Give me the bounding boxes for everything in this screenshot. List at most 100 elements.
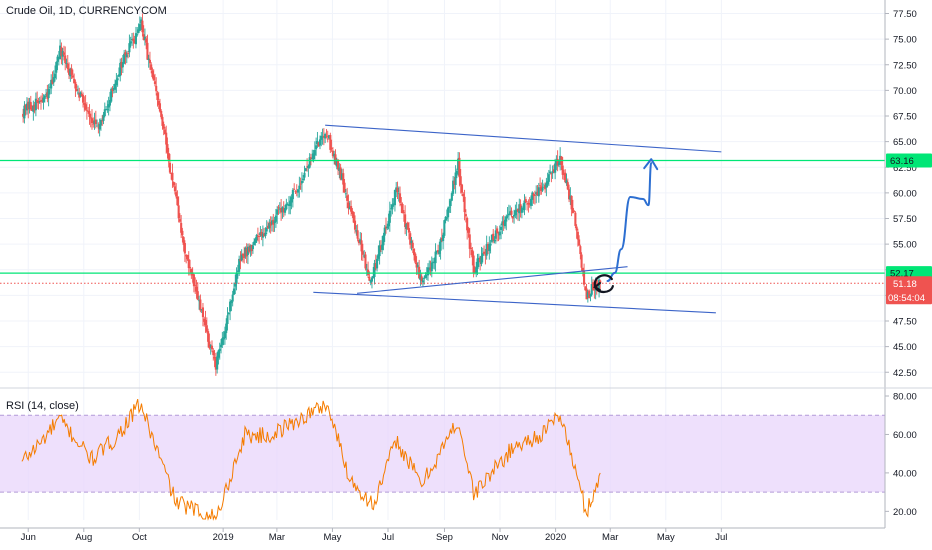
time-tick-label: May: [323, 532, 341, 543]
candle-body: [363, 255, 366, 257]
candle-body: [365, 268, 368, 270]
candle-body: [515, 209, 518, 212]
rsi-line: [21, 398, 601, 521]
candle-body: [561, 165, 564, 175]
candle-body: [588, 290, 591, 299]
candle-body: [117, 74, 120, 77]
candle-body: [471, 249, 474, 258]
candle-body: [550, 173, 553, 175]
candle-body: [420, 276, 423, 282]
candle-body: [84, 104, 87, 110]
candle-body: [306, 166, 309, 168]
candle-body: [586, 292, 589, 298]
candle-body: [255, 234, 258, 241]
candle-body: [41, 99, 44, 102]
candle-body: [440, 237, 443, 240]
candle-body: [136, 34, 139, 36]
candle-body: [445, 217, 448, 219]
candle-body: [302, 178, 305, 180]
candle-body: [333, 153, 336, 157]
candle-body: [246, 246, 249, 255]
time-tick-label: Sep: [436, 532, 453, 543]
candle-body: [87, 110, 90, 112]
candle-body: [56, 56, 59, 62]
candle-body: [309, 157, 313, 159]
candle-body: [168, 162, 171, 173]
candle-body: [432, 261, 435, 263]
candle-body: [99, 119, 102, 126]
candle-body: [393, 190, 396, 206]
candle-body: [142, 34, 145, 40]
candle-body: [51, 79, 54, 84]
time-tick-label: 2019: [213, 532, 234, 543]
candle-body: [454, 172, 457, 185]
price-tick-label: 62.50: [893, 163, 917, 174]
candle-body: [214, 358, 217, 370]
candle-body: [160, 110, 163, 118]
rsi-title: RSI (14, close): [6, 400, 79, 412]
candle-body: [321, 136, 324, 138]
candle-body: [43, 95, 46, 99]
candle-body: [473, 270, 476, 272]
candle-body: [208, 341, 211, 349]
candle-body: [216, 356, 219, 370]
candle-body: [175, 192, 178, 197]
candle-body: [387, 220, 390, 227]
candle-body: [424, 274, 427, 278]
candle-body: [340, 173, 343, 180]
candle-body: [74, 81, 77, 89]
price-tick-label: 75.00: [893, 35, 917, 46]
candle-body: [510, 210, 513, 215]
candle-body: [167, 152, 170, 162]
candle-body: [359, 239, 362, 243]
candle-body: [97, 127, 100, 129]
candle-body: [526, 203, 529, 205]
candle-body: [502, 221, 505, 226]
candle-body: [348, 207, 351, 210]
candle-body: [318, 139, 322, 146]
candle-body: [455, 170, 458, 175]
candle-body: [173, 186, 176, 192]
candle-body: [579, 246, 582, 255]
candle-body: [458, 157, 461, 178]
candle-body: [138, 24, 141, 31]
rsi-series: [21, 398, 601, 521]
candle-body: [460, 184, 464, 193]
candle-body: [583, 270, 586, 285]
chart-title: Crude Oil, 1D, CURRENCYCOM: [6, 5, 167, 17]
candle-body: [232, 288, 236, 295]
price-tick-label: 72.50: [893, 60, 917, 71]
candle-series: [22, 13, 602, 376]
candle-body: [585, 288, 588, 300]
candle-body: [70, 68, 73, 75]
candle-body: [76, 92, 80, 94]
candle-body: [207, 331, 210, 342]
candle-body: [196, 291, 199, 300]
candle-body: [400, 203, 403, 205]
candle-body: [254, 238, 257, 243]
candle-body: [529, 198, 533, 206]
rsi-tick-label: 20.00: [893, 507, 917, 518]
candle-body: [303, 172, 306, 178]
candle-body: [261, 233, 264, 238]
upper-level-label-bg: [886, 153, 932, 168]
candle-body: [263, 233, 266, 237]
candle-body: [283, 208, 287, 213]
candle-body: [396, 187, 399, 193]
candle-body: [578, 239, 581, 246]
candle-body: [223, 331, 226, 339]
candle-body: [327, 135, 331, 139]
candle-body: [27, 101, 30, 110]
candle-body: [128, 43, 131, 53]
candle-body: [565, 180, 568, 184]
time-tick-label: 2020: [545, 532, 566, 543]
candle-body: [388, 210, 391, 223]
candle-body: [89, 117, 92, 119]
candle-body: [500, 226, 503, 230]
candle-body: [434, 251, 437, 264]
candle-body: [444, 217, 447, 221]
candle-body: [320, 135, 323, 140]
rsi-tick-label: 80.00: [893, 392, 917, 403]
